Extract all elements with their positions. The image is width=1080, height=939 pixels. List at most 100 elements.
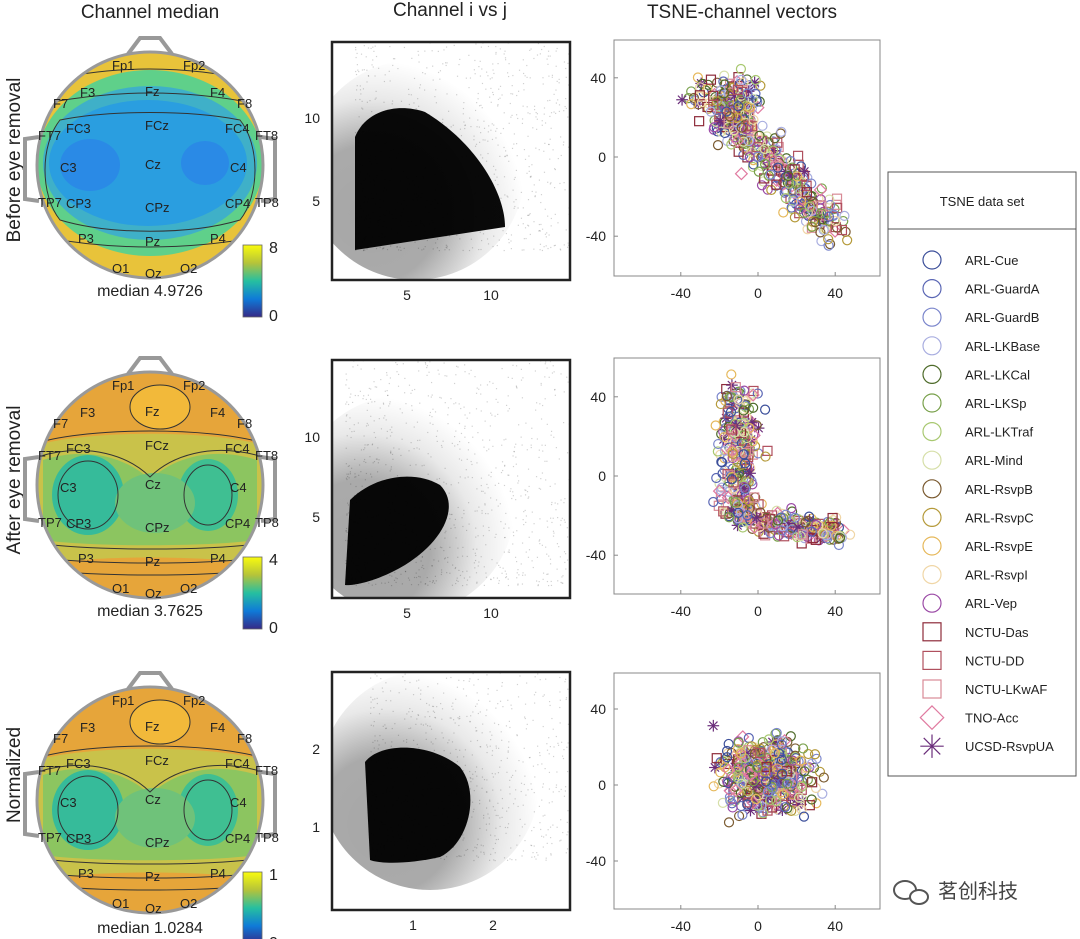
ivj-point (372, 636, 373, 637)
ivj-point (489, 425, 491, 427)
ivj-point (479, 60, 481, 62)
wechat-icon (893, 880, 929, 905)
ivj-point (521, 583, 524, 585)
ivj-point (507, 551, 509, 553)
ivj-point (380, 378, 382, 381)
tsne-point (821, 208, 832, 219)
electrode-label-ft7: FT7 (38, 763, 61, 778)
tsne-point (766, 184, 777, 196)
ivj-point (567, 242, 569, 244)
tsne-point (739, 135, 750, 146)
ivj-point (414, 659, 415, 660)
legend-item: ARL-LKTraf (922, 422, 1034, 442)
ivj-point (501, 444, 503, 446)
ivj-point (577, 80, 578, 81)
ivj-point (553, 111, 555, 113)
ivj-point (501, 681, 503, 684)
tsne-point (798, 811, 810, 822)
ivj-point (511, 93, 514, 95)
tsne-point (771, 179, 782, 190)
ivj-point (537, 42, 540, 45)
ivj-point (545, 361, 547, 363)
ivj-point (555, 784, 558, 786)
tsne-point (722, 763, 736, 777)
ivj-point (576, 121, 577, 122)
ivj-point (579, 212, 580, 213)
ivj-point (539, 679, 541, 681)
ivj-point (595, 759, 596, 760)
y-tick-label: 10 (304, 429, 320, 445)
ivj-point (558, 104, 561, 106)
tsne-point (764, 151, 779, 166)
ivj-point (546, 743, 548, 745)
ivj-point (561, 576, 563, 578)
ivj-point (554, 213, 556, 216)
ivj-point (427, 395, 430, 397)
ivj-point (355, 56, 357, 59)
ivj-point (541, 799, 543, 801)
ivj-point (563, 182, 565, 184)
ivj-point (445, 62, 447, 64)
ivj-point (428, 371, 430, 373)
ivj-point (530, 844, 532, 846)
ivj-point (560, 788, 562, 791)
row-label-before: Before eye removal (4, 78, 25, 243)
tsne-point (744, 767, 758, 782)
ivj-point (504, 59, 507, 61)
ivj-point (377, 666, 378, 667)
ivj-point (499, 30, 500, 31)
ivj-point (567, 244, 570, 246)
ivj-point (557, 222, 559, 224)
ivj-point (540, 478, 542, 480)
contour-line (37, 542, 263, 550)
legend-label: NCTU-LKwAF (965, 682, 1047, 697)
tsne-point (807, 777, 818, 788)
ivj-point (566, 246, 569, 248)
ivj-axes-box (330, 40, 572, 282)
ivj-point (517, 696, 520, 698)
ivj-point (455, 374, 457, 376)
ivj-point (549, 99, 551, 102)
ivj-point (550, 517, 552, 519)
ivj-point (522, 519, 524, 521)
tsne-point (748, 402, 759, 413)
ivj-point (565, 98, 567, 100)
tsne-point (736, 778, 747, 789)
tsne-point (735, 63, 747, 75)
ivj-point (542, 77, 544, 79)
ivj-point (579, 37, 580, 38)
ivj-point (575, 68, 576, 69)
x-tick-label: 2 (489, 917, 497, 933)
ivj-point (546, 58, 548, 60)
ivj-point (488, 651, 489, 652)
legend-label: ARL-Cue (965, 253, 1018, 268)
tsne-point (717, 797, 728, 808)
ivj-point (572, 740, 573, 741)
ivj-point (532, 566, 534, 569)
ivj-point (371, 645, 372, 646)
ivj-point (429, 361, 431, 363)
ivj-point (387, 36, 388, 37)
tsne-point (751, 94, 762, 105)
x-tick-label: -40 (671, 285, 691, 301)
tsne-point (718, 776, 729, 787)
contour-line (37, 745, 263, 759)
ivj-point (511, 114, 513, 116)
ivj-point (596, 722, 597, 723)
electrode-label-o2: O2 (180, 261, 197, 276)
ivj-point (489, 381, 491, 383)
ivj-point (555, 112, 557, 115)
tsne-point (760, 766, 771, 777)
ivj-point (565, 852, 567, 854)
ivj-point (507, 657, 508, 658)
ivj-point (553, 371, 555, 373)
tsne-point (769, 748, 780, 759)
ivj-point (487, 75, 489, 77)
ivj-point (563, 421, 565, 424)
legend-marker (922, 336, 942, 356)
legend-item: ARL-Mind (922, 450, 1023, 470)
ivj-point (551, 717, 553, 720)
ivj-point (518, 574, 520, 576)
ivj-point (581, 810, 582, 811)
